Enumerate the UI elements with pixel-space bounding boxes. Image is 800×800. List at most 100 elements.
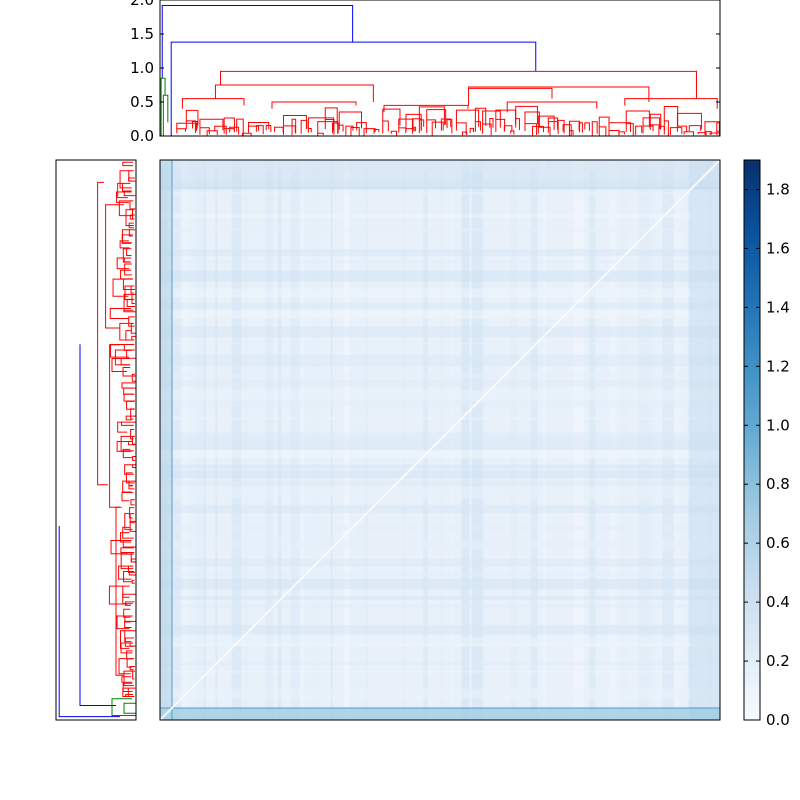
top-leaf-64 (503, 125, 513, 132)
heatmap-row-band-25 (160, 480, 720, 487)
left-leaf-0 (122, 161, 134, 167)
top-leaf-99 (676, 112, 702, 130)
left-leaf-95 (119, 630, 130, 649)
top-leaf-29 (332, 122, 339, 134)
left-leaf-82 (118, 565, 132, 580)
top-leaf-87 (625, 123, 634, 136)
heatmap-column-band-8 (265, 160, 273, 720)
left-leaf-101 (118, 658, 131, 675)
colorbar-tick-label: 0.8 (766, 475, 790, 493)
top-leaf-83 (598, 116, 610, 130)
colorbar-tick-label: 1.0 (766, 416, 790, 434)
left-dendrogram-links (58, 161, 136, 718)
heatmap-row-band-37 (160, 643, 720, 646)
heatmap-top-block (160, 160, 720, 188)
heatmap-column-band-20 (440, 160, 443, 720)
heatmap-column-band-15 (357, 160, 361, 720)
heatmap-row-band-3 (160, 213, 720, 218)
left-leaf-59 (122, 448, 133, 459)
top-leaf-56 (469, 127, 474, 134)
top-leaf-38 (382, 108, 401, 126)
left-leaf-32 (109, 307, 129, 319)
heatmap-column-band-5 (215, 160, 218, 720)
heatmap-row-band-7 (160, 270, 720, 282)
colorbar-tick-label: 1.8 (766, 180, 790, 198)
colorbar-tick-label: 1.2 (766, 357, 790, 375)
top-leaf-21 (291, 118, 297, 136)
top-leaf-80 (584, 122, 590, 131)
left-leaf-6 (123, 191, 136, 197)
colorbar-tick-label: 0.6 (766, 534, 790, 552)
heatmap-column-band-12 (310, 160, 321, 720)
heatmap-column-band-24 (492, 160, 499, 720)
heatmap-column-band-23 (471, 160, 484, 720)
top-link-left-group (214, 84, 374, 102)
left-leaf-71 (124, 513, 133, 530)
top-leaf-42 (405, 128, 415, 132)
left-leaf-24 (122, 278, 135, 291)
top-leaf-30 (338, 124, 344, 132)
left-leaf-21 (116, 257, 130, 270)
heatmap-row-band-16 (160, 379, 720, 387)
left-leaf-72 (129, 520, 136, 532)
heatmap-column-band-14 (343, 160, 350, 720)
top-leaf-105 (709, 132, 720, 136)
left-leaf-63 (125, 472, 135, 484)
left-leaf-89 (124, 601, 135, 606)
heatmap-row-band-30 (160, 558, 720, 567)
left-leaf-34 (130, 322, 136, 334)
top-leaf-34 (356, 122, 367, 134)
heatmap (159, 159, 721, 721)
top-leaf-81 (591, 121, 598, 136)
top-leaf-102 (697, 132, 707, 136)
top-leaf-50 (431, 121, 444, 136)
top-leaf-95 (663, 120, 669, 136)
left-leaf-18 (126, 248, 132, 256)
top-leaf-72 (537, 115, 555, 130)
left-leaf-75 (122, 539, 136, 548)
top-leaf-46 (418, 119, 425, 134)
left-leaf-92 (116, 615, 130, 630)
top-leaf-22 (300, 119, 308, 134)
heatmap-row-band-32 (160, 578, 720, 590)
top-leaf-75 (557, 119, 565, 134)
top-leaf-19 (283, 125, 296, 135)
left-link-mid-group (109, 344, 122, 508)
left-leaf-94 (124, 630, 136, 643)
left-leaf-38 (123, 343, 135, 351)
top-leaf-55 (462, 131, 468, 136)
left-leaf-1 (128, 170, 136, 182)
heatmap-diagonal (160, 160, 720, 720)
left-leaf-26 (130, 285, 135, 294)
left-leaf-81 (127, 565, 135, 573)
heatmap-column-band-33 (638, 160, 650, 720)
left-leaf-62 (124, 464, 134, 475)
left-leaf-25 (112, 278, 129, 297)
heatmap-column-band-22 (461, 160, 470, 720)
left-leaf-70 (129, 513, 135, 524)
left-leaf-47 (123, 387, 136, 395)
heatmap-column-band-36 (674, 160, 681, 720)
left-leaf-39 (110, 343, 130, 358)
heatmap-row-band-28 (160, 526, 720, 530)
left-leaf-93 (124, 620, 136, 629)
heatmap-row-band-17 (160, 390, 720, 402)
top-link-level-2 (170, 41, 537, 136)
top-leaf-28 (324, 107, 338, 125)
heatmap-row-band-12 (160, 326, 720, 338)
colorbar-tick-label: 0.2 (766, 652, 790, 670)
left-leaf-104 (123, 670, 135, 687)
heatmap-row-band-36 (160, 637, 720, 647)
left-leaf-91 (124, 615, 133, 623)
heatmap-column-band-37 (687, 160, 692, 720)
left-leaf-83 (128, 571, 136, 576)
left-leaf-8 (129, 200, 136, 210)
colorbar-ticks: 0.0 0.2 0.4 0.6 0.8 1.0 1.2 1.4 1.6 1.8 (744, 180, 790, 729)
top-leaf-100 (683, 131, 695, 136)
heatmap-row-band-27 (160, 504, 720, 513)
left-leaf-20 (123, 257, 132, 263)
top-leaf-59 (482, 123, 492, 136)
heatmap-column-band-1 (173, 160, 181, 720)
top-ytick-label: 0.0 (130, 127, 154, 145)
